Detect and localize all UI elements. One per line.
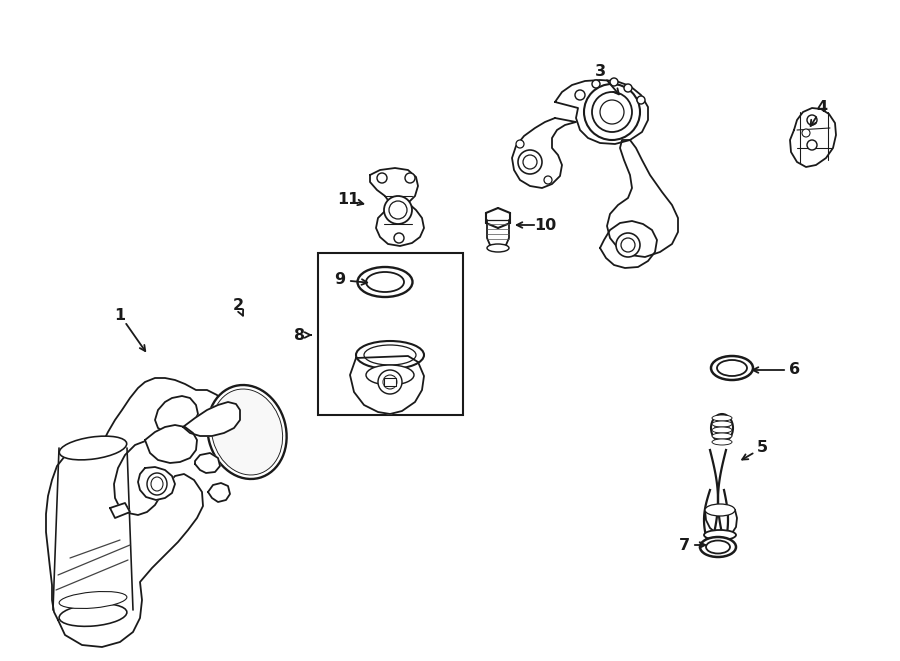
- Circle shape: [637, 96, 645, 104]
- Circle shape: [592, 92, 632, 132]
- Circle shape: [544, 176, 552, 184]
- Ellipse shape: [712, 433, 732, 439]
- Text: 6: 6: [789, 362, 801, 377]
- Circle shape: [378, 370, 402, 394]
- Polygon shape: [208, 483, 230, 502]
- Polygon shape: [384, 378, 396, 386]
- Bar: [318, 253, 463, 415]
- Polygon shape: [370, 168, 424, 246]
- Circle shape: [394, 233, 404, 243]
- Text: 2: 2: [232, 297, 244, 313]
- Polygon shape: [350, 356, 424, 414]
- Ellipse shape: [700, 537, 736, 557]
- Circle shape: [621, 238, 635, 252]
- Circle shape: [575, 90, 585, 100]
- Ellipse shape: [717, 360, 747, 376]
- Ellipse shape: [215, 393, 279, 471]
- Ellipse shape: [59, 436, 127, 460]
- Ellipse shape: [147, 473, 167, 495]
- Ellipse shape: [212, 389, 283, 475]
- Polygon shape: [110, 503, 130, 518]
- Ellipse shape: [715, 418, 729, 438]
- Ellipse shape: [711, 356, 753, 380]
- Circle shape: [802, 129, 810, 137]
- Circle shape: [523, 155, 537, 169]
- Circle shape: [600, 100, 624, 124]
- Ellipse shape: [712, 421, 732, 427]
- Circle shape: [807, 140, 817, 150]
- Text: 1: 1: [114, 307, 126, 323]
- Polygon shape: [600, 221, 657, 268]
- Circle shape: [610, 78, 618, 86]
- Ellipse shape: [711, 414, 733, 442]
- Polygon shape: [607, 140, 678, 257]
- Circle shape: [807, 115, 817, 125]
- Ellipse shape: [207, 385, 286, 479]
- Ellipse shape: [356, 341, 424, 369]
- Polygon shape: [195, 453, 220, 473]
- Ellipse shape: [151, 477, 163, 491]
- Polygon shape: [512, 118, 576, 188]
- Text: 4: 4: [816, 100, 828, 116]
- Circle shape: [377, 173, 387, 183]
- Ellipse shape: [59, 603, 127, 627]
- Ellipse shape: [704, 530, 736, 540]
- Ellipse shape: [366, 365, 414, 385]
- Circle shape: [518, 150, 542, 174]
- Ellipse shape: [59, 592, 127, 609]
- Circle shape: [624, 84, 632, 92]
- Circle shape: [405, 173, 415, 183]
- Ellipse shape: [712, 415, 732, 421]
- Text: 7: 7: [679, 537, 689, 553]
- Ellipse shape: [712, 439, 732, 445]
- Text: 9: 9: [335, 272, 346, 288]
- Polygon shape: [138, 467, 175, 500]
- Circle shape: [384, 196, 412, 224]
- Polygon shape: [555, 80, 648, 144]
- Polygon shape: [145, 425, 197, 463]
- Ellipse shape: [706, 541, 730, 553]
- Ellipse shape: [357, 267, 412, 297]
- Polygon shape: [46, 378, 224, 647]
- Circle shape: [516, 140, 524, 148]
- Ellipse shape: [364, 345, 416, 365]
- Circle shape: [592, 80, 600, 88]
- Circle shape: [584, 84, 640, 140]
- Text: 5: 5: [756, 440, 768, 455]
- Circle shape: [383, 375, 397, 389]
- Ellipse shape: [705, 504, 735, 516]
- Circle shape: [616, 233, 640, 257]
- Ellipse shape: [366, 272, 404, 292]
- Ellipse shape: [487, 244, 509, 252]
- Ellipse shape: [712, 427, 732, 433]
- Polygon shape: [790, 108, 836, 167]
- Circle shape: [389, 201, 407, 219]
- Text: 10: 10: [534, 217, 556, 233]
- Polygon shape: [183, 402, 240, 436]
- Text: 3: 3: [594, 65, 606, 79]
- Text: 8: 8: [294, 327, 306, 342]
- Text: 11: 11: [337, 192, 359, 208]
